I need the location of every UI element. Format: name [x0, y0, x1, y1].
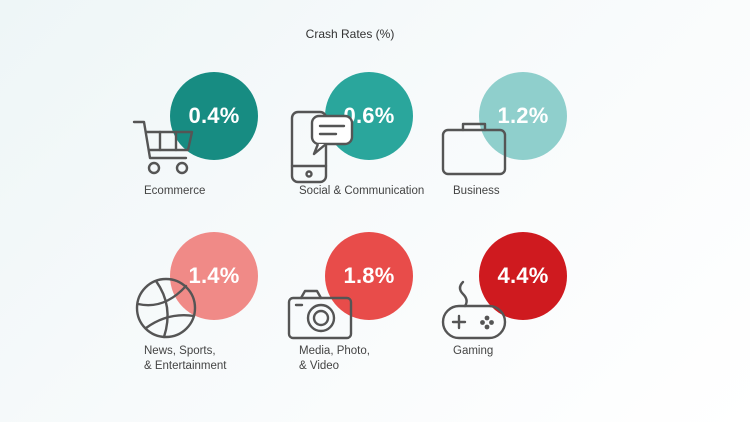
value-circle: 4.4%	[479, 232, 567, 320]
value-circle: 1.4%	[170, 232, 258, 320]
gamepad-icon	[441, 280, 507, 340]
briefcase-icon	[441, 122, 507, 176]
category-label: News, Sports, & Entertainment	[144, 345, 227, 372]
category-label: Ecommerce	[144, 185, 206, 197]
chart-title: Crash Rates (%)	[305, 27, 395, 41]
category-tile: 1.4% News, Sports, & Entertainment	[132, 228, 292, 388]
value-circle: 1.8%	[325, 232, 413, 320]
category-tile: 0.6% Social & Communication	[287, 68, 447, 228]
value-label: 0.4%	[188, 103, 240, 128]
category-tile: 0.4% Ecommerce	[132, 68, 292, 228]
camera-icon	[287, 289, 353, 340]
value-label: 1.4%	[188, 263, 240, 288]
basketball-icon	[135, 277, 197, 339]
category-label: Social & Communication	[299, 185, 425, 197]
category-label: Business	[453, 185, 500, 197]
category-tile: 4.4% Gaming	[441, 228, 601, 388]
value-circle: 0.4%	[170, 72, 258, 160]
value-label: 1.2%	[497, 103, 549, 128]
value-label: 1.8%	[343, 263, 395, 288]
value-label: 4.4%	[497, 263, 549, 288]
category-tile: 1.8% Media, Photo, & Video	[287, 228, 447, 388]
category-tile: 1.2% Business	[441, 68, 601, 228]
shopping-cart-icon	[132, 120, 194, 175]
category-label: Gaming	[453, 345, 494, 357]
phone-chat-icon	[290, 110, 354, 184]
value-circle: 1.2%	[479, 72, 567, 160]
category-label: Media, Photo, & Video	[299, 345, 370, 372]
